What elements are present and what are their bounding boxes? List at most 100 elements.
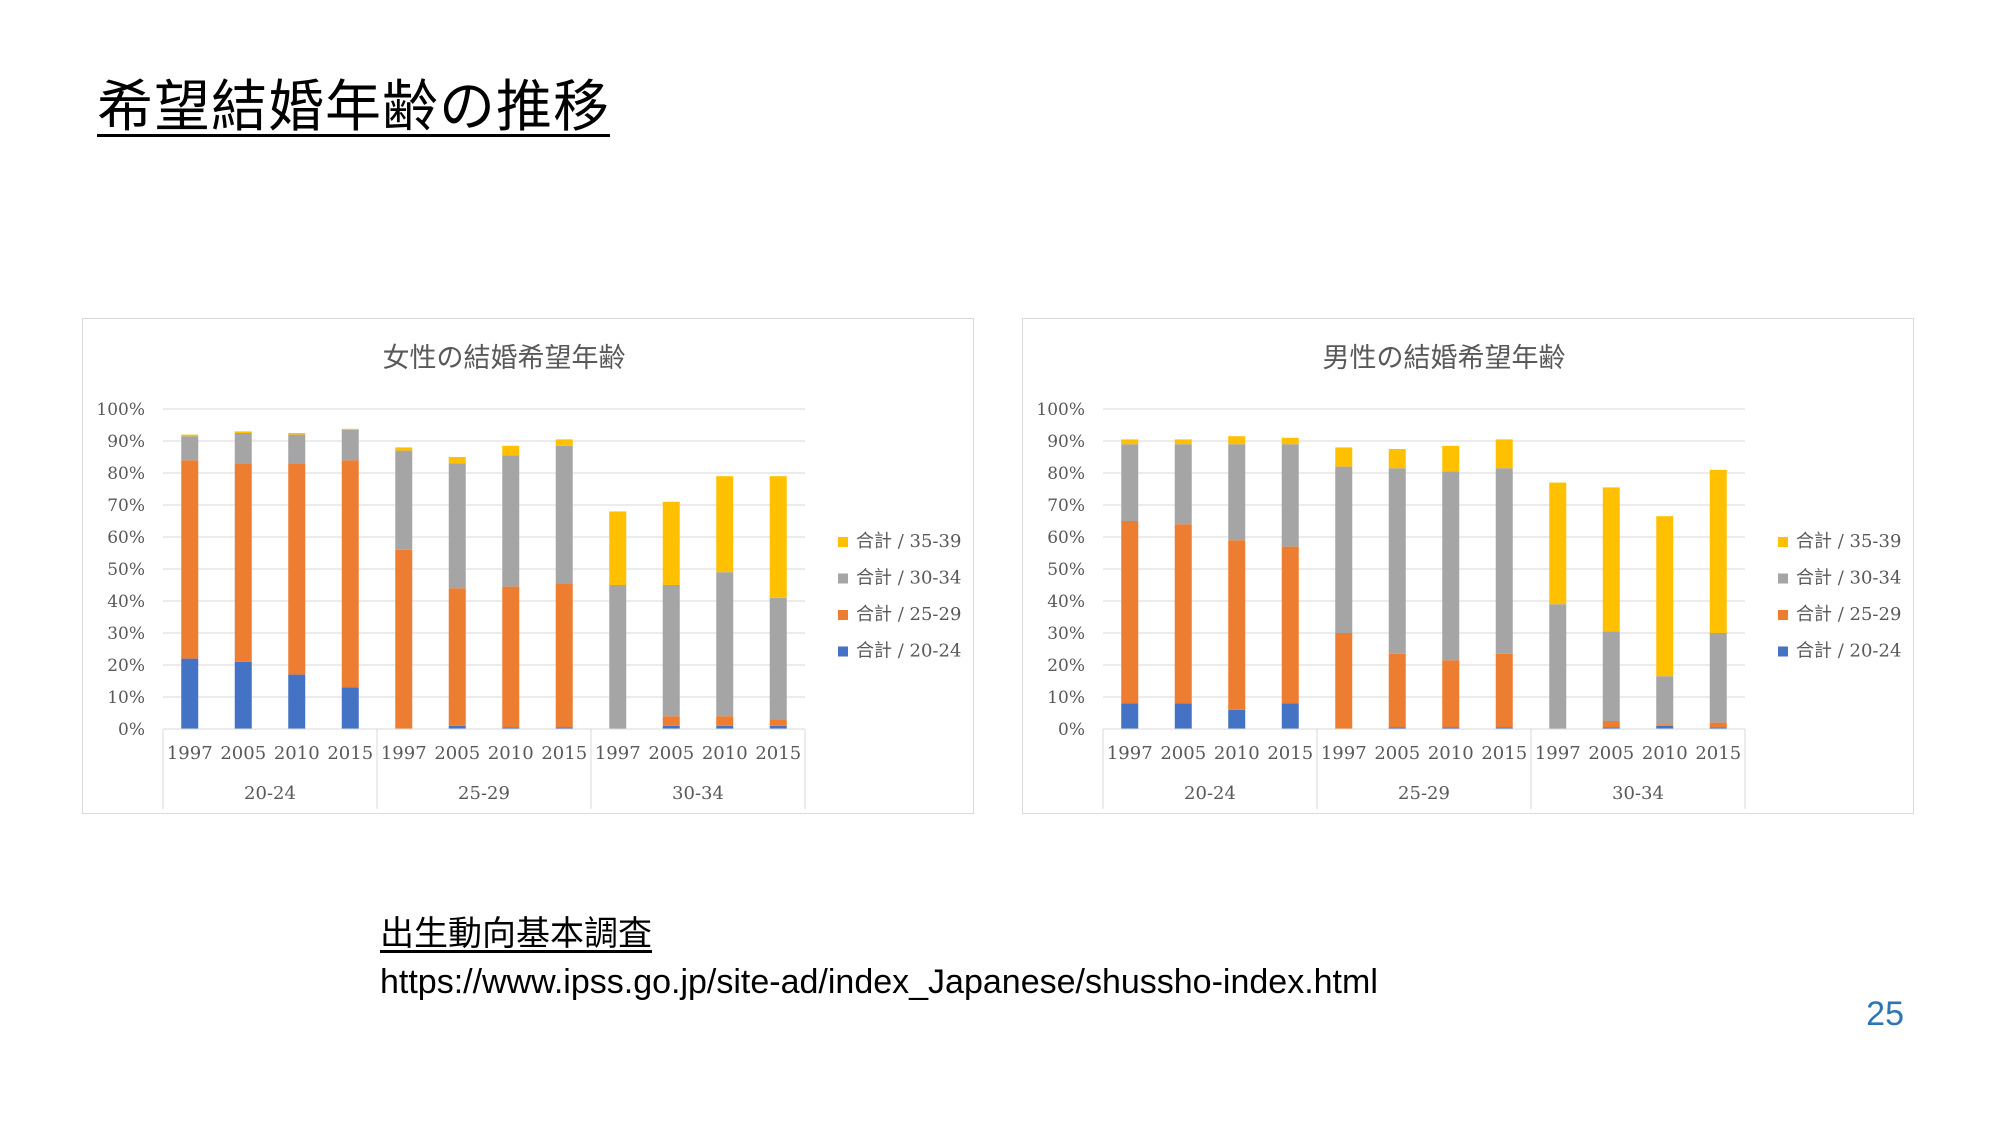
bar-segment-30-34	[341, 429, 359, 461]
bar-segment-25-29	[1709, 722, 1727, 728]
bar-segment-20-24	[1495, 727, 1513, 729]
bar-segment-35-39	[288, 433, 306, 435]
bar-segment-30-34	[1602, 631, 1620, 721]
x-year-label: 2015	[1267, 743, 1313, 764]
legend-swatch	[1778, 573, 1788, 584]
x-group-label: 20-24	[244, 783, 296, 804]
legend-swatch	[838, 537, 848, 547]
male-chart: 男性の結婚希望年齢 0% 10% 20% 30% 40% 50% 60% 70% 80% 90% 10…	[1036, 343, 1901, 809]
x-year-label: 2005	[220, 743, 266, 764]
bar-segment-35-39	[662, 501, 680, 585]
bar-segment-30-34	[234, 433, 252, 464]
x-group-label: 30-34	[672, 783, 724, 804]
y-tick-label: 90%	[1047, 432, 1085, 452]
bar-segment-35-39	[395, 447, 413, 451]
x-year-label: 2010	[1214, 743, 1260, 764]
bar-segment-20-24	[716, 725, 734, 729]
bar-segment-35-39	[716, 476, 734, 573]
bar-segment-25-29	[1121, 521, 1139, 704]
legend-label: 合計 / 25-29	[1796, 604, 1901, 625]
bar-segment-20-24	[1656, 725, 1674, 729]
x-year-label: 1997	[1107, 743, 1153, 764]
bar-segment-25-29	[1602, 721, 1620, 728]
legend-swatch	[838, 610, 848, 620]
bar-segment-25-29	[1281, 546, 1299, 704]
bar-segment-30-34	[769, 597, 787, 720]
male-chart-panel: 男性の結婚希望年齢 0% 10% 20% 30% 40% 50% 60% 70% 80% 90% 10…	[1022, 318, 1914, 814]
bar-segment-35-39	[1335, 447, 1353, 467]
x-year-label: 1997	[1535, 743, 1581, 764]
bar-segment-25-29	[1495, 653, 1513, 728]
y-tick-label: 0%	[118, 720, 145, 740]
legend-label: 合計 / 30-34	[1796, 568, 1901, 589]
bar-segment-30-34	[1228, 444, 1246, 541]
bar-segment-20-24	[1602, 727, 1620, 729]
legend-label: 合計 / 25-29	[856, 604, 961, 625]
y-tick-label: 20%	[107, 656, 145, 676]
legend-label: 合計 / 30-34	[856, 568, 961, 589]
x-group-label: 25-29	[1398, 783, 1450, 804]
bar-segment-25-29	[1442, 660, 1460, 728]
y-tick-label: 50%	[1047, 560, 1085, 580]
bar-segment-20-24	[1281, 703, 1299, 729]
x-year-label: 2010	[1642, 743, 1688, 764]
y-tick-label: 10%	[107, 688, 145, 708]
bar-segment-35-39	[502, 445, 520, 456]
x-year-label: 2010	[1428, 743, 1474, 764]
x-year-label: 1997	[381, 743, 427, 764]
bar-segment-35-39	[555, 439, 573, 446]
bar-segment-30-34	[1388, 468, 1406, 654]
x-year-label: 2010	[274, 743, 320, 764]
bar-segment-35-39	[341, 428, 359, 430]
y-tick-label: 80%	[1047, 464, 1085, 484]
bar-segment-30-34	[1495, 468, 1513, 654]
bar-segment-30-34	[448, 463, 466, 589]
bar-segment-30-34	[609, 585, 627, 729]
legend-label: 合計 / 35-39	[856, 531, 961, 552]
bar-segment-30-34	[1442, 471, 1460, 661]
bar-segment-25-29	[395, 549, 413, 729]
bar-segment-20-24	[502, 727, 520, 729]
bar-segment-25-29	[1174, 524, 1192, 704]
bar-segment-25-29	[1656, 724, 1674, 726]
bar-segment-35-39	[609, 511, 627, 585]
y-tick-label: 80%	[107, 464, 145, 484]
bar-segment-30-34	[1121, 444, 1139, 521]
source-url[interactable]: https://www.ipss.go.jp/site-ad/index_Jap…	[380, 963, 1378, 1001]
x-year-label: 2005	[1374, 743, 1420, 764]
bar-segment-35-39	[1709, 469, 1727, 633]
bar-segment-30-34	[1549, 604, 1567, 729]
x-year-label: 2005	[434, 743, 480, 764]
x-year-label: 2015	[327, 743, 373, 764]
y-tick-label: 100%	[1036, 400, 1085, 420]
bar-segment-35-39	[1549, 482, 1567, 605]
bar-segment-25-29	[769, 719, 787, 726]
bar-segment-30-34	[1335, 466, 1353, 633]
bar-segment-35-39	[1121, 439, 1139, 445]
bar-segment-30-34	[1656, 676, 1674, 725]
y-tick-label: 40%	[1047, 592, 1085, 612]
bar-segment-35-39	[1174, 439, 1192, 445]
x-year-label: 1997	[595, 743, 641, 764]
y-tick-label: 10%	[1047, 688, 1085, 708]
legend-swatch	[1778, 537, 1788, 547]
bar-segment-20-24	[1228, 709, 1246, 729]
bar-segment-35-39	[1602, 487, 1620, 632]
x-group-label: 20-24	[1184, 783, 1236, 804]
x-year-label: 2010	[488, 743, 534, 764]
bar-segment-35-39	[1656, 516, 1674, 677]
bar-segment-25-29	[555, 583, 573, 728]
source-title: 出生動向基本調査	[380, 914, 652, 954]
x-group-label: 30-34	[1612, 783, 1664, 804]
x-year-label: 2015	[541, 743, 587, 764]
bar-segment-35-39	[1442, 445, 1460, 472]
x-year-label: 2005	[648, 743, 694, 764]
bar-segment-30-34	[395, 450, 413, 550]
y-tick-label: 100%	[96, 400, 145, 420]
female-chart-panel: 女性の結婚希望年齢 0% 10% 20% 30% 40% 50% 60% 70% 80% 90% 10…	[82, 318, 974, 814]
legend-swatch	[838, 573, 848, 584]
bar-segment-20-24	[288, 674, 306, 729]
bar-segment-30-34	[555, 445, 573, 584]
bar-segment-20-24	[1442, 727, 1460, 729]
x-year-label: 2010	[702, 743, 748, 764]
